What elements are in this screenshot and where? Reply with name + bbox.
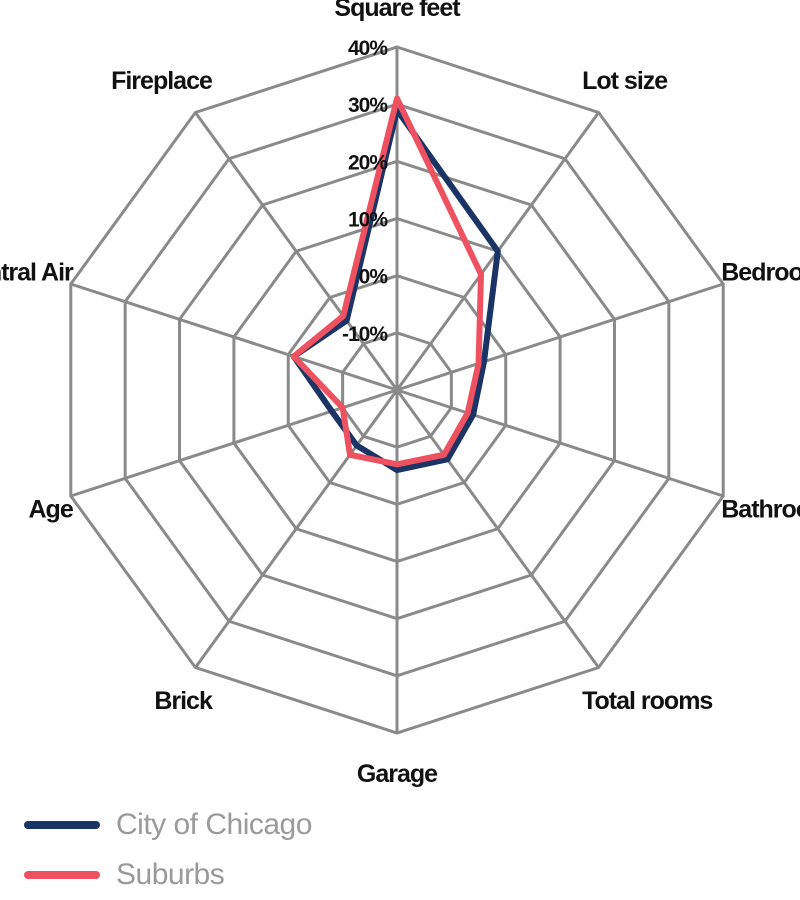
- legend: City of Chicago Suburbs: [24, 800, 312, 900]
- legend-label-suburbs: Suburbs: [116, 858, 225, 891]
- axis-label-central-air: Central Air: [0, 259, 74, 287]
- legend-swatch-suburbs: [24, 871, 100, 879]
- axis-label-fireplace: Fireplace: [111, 67, 213, 95]
- grid-spoke-fireplace: [194, 111, 399, 391]
- axis-label-lot-size: Lot size: [582, 67, 668, 95]
- axis-label-bedroom: Bedroom: [721, 259, 800, 287]
- axis-label-square-feet: Square feet: [334, 0, 461, 22]
- radar-chart: 40% 30% 20% 10% 0% -10% Square feet Lot size Be…: [0, 0, 800, 788]
- grid-spoke-bedroom: [396, 282, 724, 392]
- axis-label-bathroom: Bathroom: [721, 495, 800, 523]
- axis-label-brick: Brick: [154, 687, 213, 715]
- radial-tick-labels: 40% 30% 20% 10% 0% -10%: [342, 37, 389, 346]
- grid-spoke-bathroom: [396, 388, 724, 498]
- axis-label-total-rooms: Total rooms: [582, 687, 712, 715]
- legend-item-city-of-chicago: City of Chicago: [24, 800, 312, 850]
- grid-spoke-central-air: [70, 282, 398, 392]
- axis-labels: Square feet Lot size Bedroom Bathroom Total …: [0, 0, 800, 788]
- grid-spoke-total-rooms: [395, 389, 600, 669]
- axis-label-age: Age: [29, 495, 74, 523]
- axis-label-garage: Garage: [357, 760, 438, 788]
- radar-series-layer: [290, 95, 501, 474]
- grid-spoke-brick: [194, 389, 399, 669]
- tick-label: 20%: [348, 151, 388, 174]
- legend-swatch-city-of-chicago: [24, 821, 100, 829]
- radar-grid: [69, 45, 725, 735]
- series-line-suburbs: [290, 95, 485, 468]
- tick-label: 0%: [359, 266, 389, 289]
- legend-label-city-of-chicago: City of Chicago: [116, 808, 312, 841]
- tick-label: 30%: [348, 94, 388, 117]
- tick-label: 10%: [348, 209, 388, 232]
- tick-label: 40%: [348, 37, 388, 60]
- tick-label: -10%: [342, 323, 388, 346]
- legend-item-suburbs: Suburbs: [24, 850, 312, 900]
